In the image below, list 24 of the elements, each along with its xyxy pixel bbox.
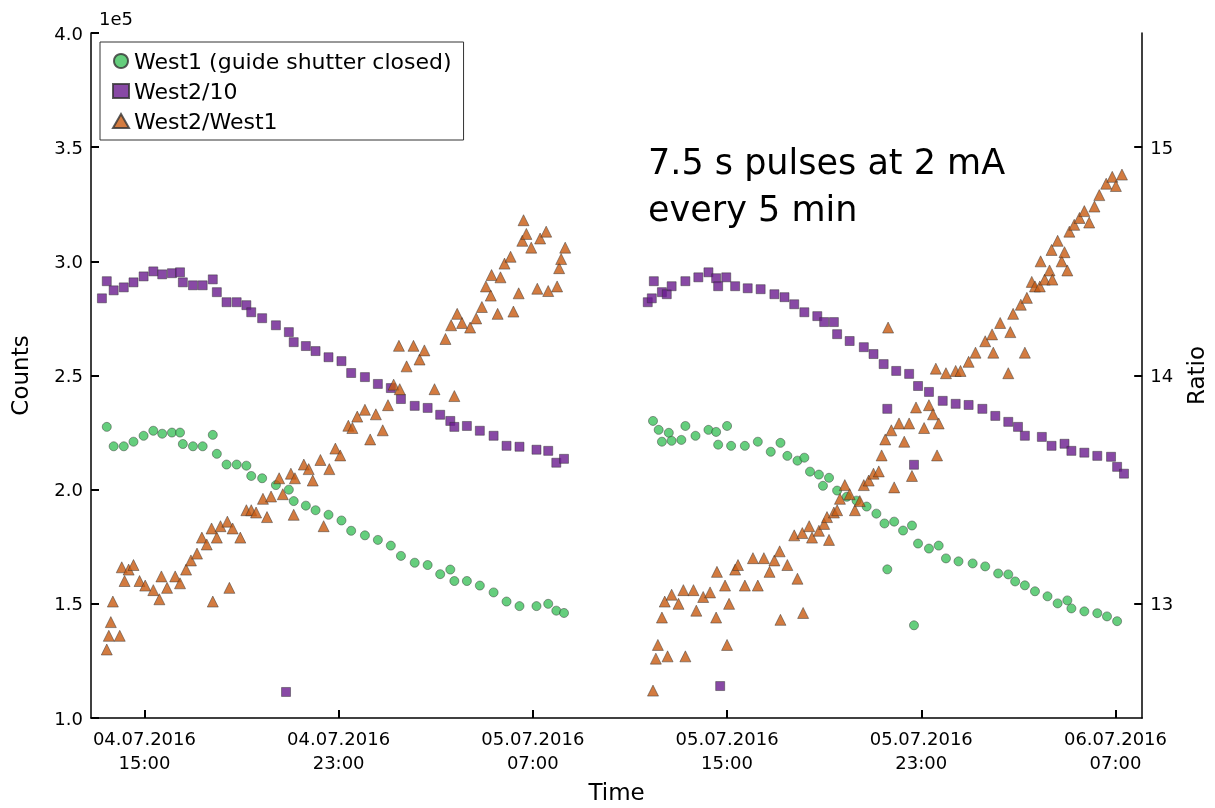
x-tick-label: 05.07.2016 23:00 — [869, 727, 973, 773]
y2-tick-label: 14 — [1150, 365, 1174, 386]
annotation: 7.5 s pulses at 2 mA every 5 min — [648, 141, 1006, 229]
legend-label: West2/West1 — [134, 108, 278, 134]
x-tick-label: 05.07.2016 15:00 — [675, 727, 779, 773]
y-axis-title: Counts — [6, 335, 33, 416]
x-tick-label: 04.07.2016 15:00 — [92, 727, 196, 773]
y2-tick-label: 13 — [1150, 593, 1174, 615]
text: 1e5 — [99, 7, 133, 29]
y-tick-label: 2.0 — [54, 479, 83, 501]
x-axis-title: Time — [587, 778, 645, 805]
y-tick-label: 1.5 — [54, 593, 83, 615]
y2-axis-title: Ratio — [1182, 345, 1209, 406]
y-tick-label: 2.5 — [54, 365, 83, 386]
x-tick-label: 05.07.2016 07:00 — [481, 727, 585, 773]
y2-tick-label: 15 — [1150, 136, 1174, 158]
y-tick-label: 1.0 — [54, 707, 83, 729]
x-tick-label: 04.07.2016 23:00 — [287, 727, 391, 773]
y-tick-label: 4.0 — [54, 22, 83, 44]
x-tick-label: 06.07.2016 07:00 — [1063, 727, 1168, 773]
legend-label: West2/10 — [134, 78, 238, 104]
legend-label: West1 (guide shutter closed) — [134, 48, 452, 74]
y-tick-label: 3.0 — [54, 250, 83, 272]
y-tick-label: 3.5 — [54, 136, 83, 158]
